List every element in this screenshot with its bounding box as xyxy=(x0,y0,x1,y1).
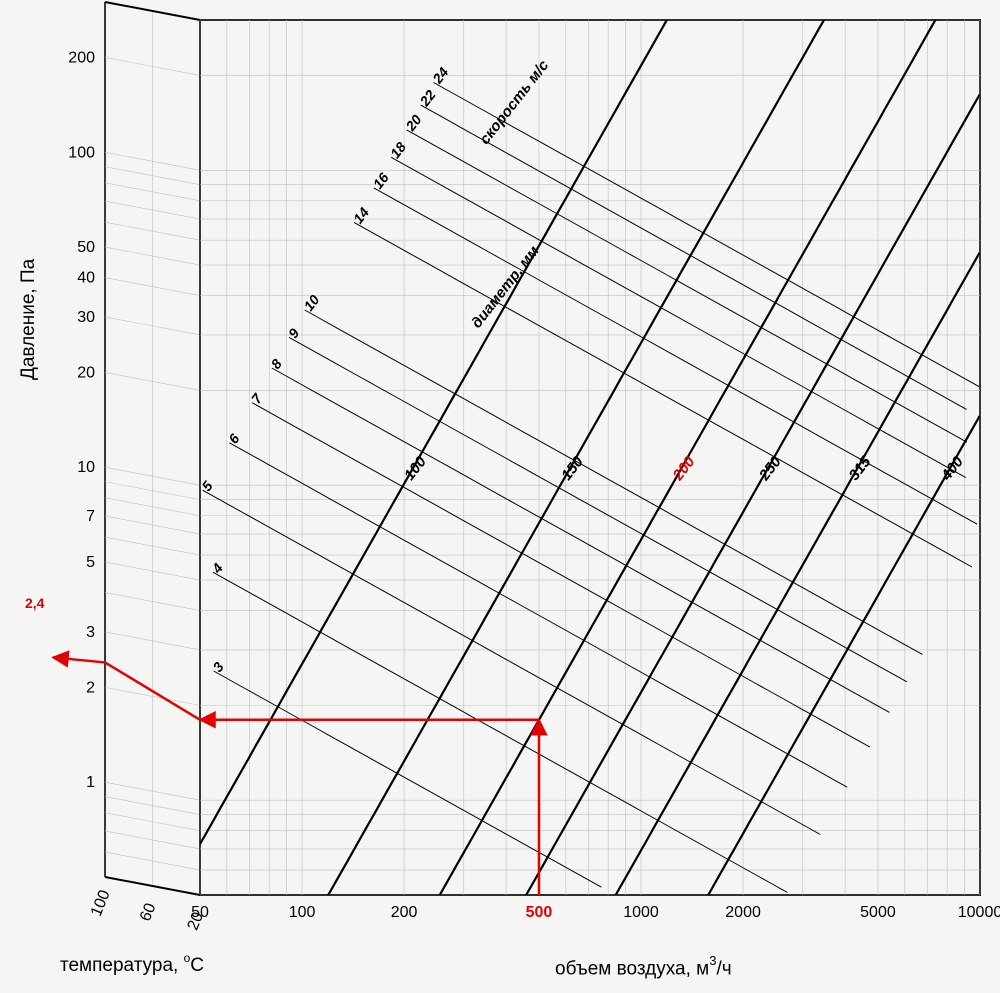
temperature-axis-label: температура, oC xyxy=(60,955,204,977)
y-tick: 20 xyxy=(77,364,95,381)
y-axis-label: Давление, Па xyxy=(18,259,40,380)
velocity-line-label: 16 xyxy=(370,169,392,191)
diameter-line-label: 150 xyxy=(558,453,587,484)
y-tick: 3 xyxy=(86,624,95,641)
y-tick: 5 xyxy=(86,554,95,571)
y-tick: 2 xyxy=(86,679,95,696)
velocity-family-label: скорость м/с xyxy=(476,57,552,148)
diameter-line-label: 200 xyxy=(669,453,699,484)
y-tick: 1 xyxy=(86,774,95,791)
nomograph-chart: 100 60 20 50 100 200 500 1000 2000 5000 10000 1 2 3 5 7… xyxy=(0,0,1000,993)
y-tick: 30 xyxy=(77,309,95,326)
y-tick: 200 xyxy=(68,49,95,66)
x-axis-label: объем воздуха, м3/ч xyxy=(555,955,732,980)
y-tick: 10 xyxy=(77,459,95,476)
temperature-tick: 100 xyxy=(88,888,114,919)
x-tick: 100 xyxy=(289,904,316,921)
pressure-result-label: 2,4 xyxy=(25,595,44,611)
x-tick: 10000 xyxy=(958,904,1000,921)
velocity-line-label: 8 xyxy=(268,356,286,372)
velocity-line-label: 18 xyxy=(387,139,409,161)
temperature-tick: 60 xyxy=(137,901,159,924)
highlight-arrow-out xyxy=(53,657,105,662)
velocity-line-label: 3 xyxy=(209,659,227,675)
diameter-family-label: диаметр, мм xyxy=(468,243,543,332)
velocity-line-label: 20 xyxy=(402,111,425,134)
x-tick: 1000 xyxy=(623,904,659,921)
x-tick: 50 xyxy=(191,904,209,921)
velocity-line-label: 9 xyxy=(285,325,303,341)
velocity-line-label: 24 xyxy=(429,64,452,87)
diameter-line-label: 250 xyxy=(755,453,785,484)
velocity-line-label: 6 xyxy=(225,430,243,446)
velocity-line-label: 7 xyxy=(248,390,266,407)
x-tick: 5000 xyxy=(860,904,896,921)
velocity-line-label: 22 xyxy=(416,87,439,110)
diameter-line-label: 315 xyxy=(846,453,875,484)
y-tick: 40 xyxy=(77,270,95,287)
diameter-line-label: 100 xyxy=(401,453,430,484)
y-tick: 7 xyxy=(86,508,95,525)
x-tick: 200 xyxy=(391,904,418,921)
x-tick: 500 xyxy=(526,904,553,921)
y-tick: 50 xyxy=(77,239,95,256)
velocity-line-label: 10 xyxy=(300,292,322,314)
velocity-line-label: 14 xyxy=(350,204,372,226)
x-tick: 2000 xyxy=(725,904,761,921)
y-tick: 100 xyxy=(68,144,95,161)
diameter-line-label: 400 xyxy=(938,453,968,484)
